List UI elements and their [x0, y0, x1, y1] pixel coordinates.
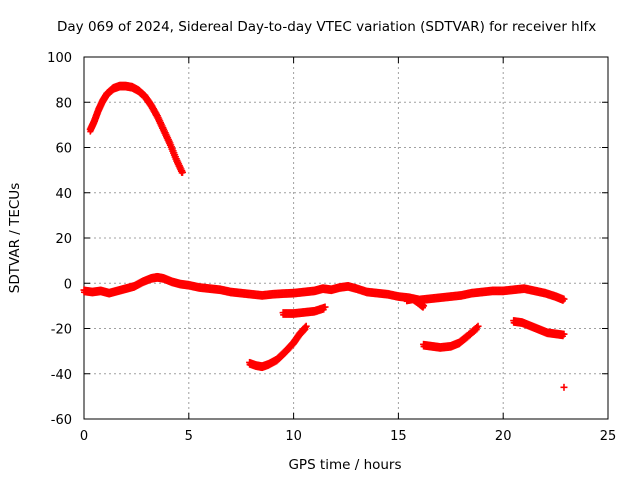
y-tick-label: 20: [55, 232, 72, 247]
y-tick-label: -20: [51, 323, 72, 338]
y-tick-label: 0: [64, 277, 72, 292]
y-tick-labels: -60 -40 -20 0 20 40 60 80 100: [47, 51, 72, 428]
x-tick-label: 15: [390, 429, 407, 444]
chart-title: Day 069 of 2024, Sidereal Day-to-day VTE…: [57, 19, 596, 35]
x-tick-label: 0: [80, 429, 88, 444]
data-point: [560, 383, 568, 391]
y-tick-label: 60: [55, 142, 72, 157]
data-point: [420, 302, 428, 310]
data-points: [80, 81, 568, 391]
data-point: [474, 322, 482, 330]
data-point: [179, 168, 187, 176]
x-axis-label: GPS time / hours: [288, 457, 401, 473]
data-point: [560, 330, 568, 338]
y-tick-label: -60: [51, 413, 72, 428]
x-tick-label: 10: [285, 429, 302, 444]
grid-lines: [84, 57, 608, 419]
y-axis-label: SDTVAR / TECUs: [7, 183, 23, 293]
data-point: [560, 295, 568, 303]
x-tick-labels: 0 5 10 15 20 25: [80, 429, 616, 444]
data-point: [321, 303, 329, 311]
y-tick-label: -40: [51, 368, 72, 383]
axis-ticks: [83, 56, 609, 420]
y-tick-label: 40: [55, 187, 72, 202]
y-tick-label: 100: [47, 51, 72, 66]
y-tick-label: 80: [55, 96, 72, 111]
x-tick-label: 20: [495, 429, 512, 444]
x-tick-label: 25: [600, 429, 617, 444]
data-point: [302, 322, 310, 330]
x-tick-label: 5: [185, 429, 193, 444]
